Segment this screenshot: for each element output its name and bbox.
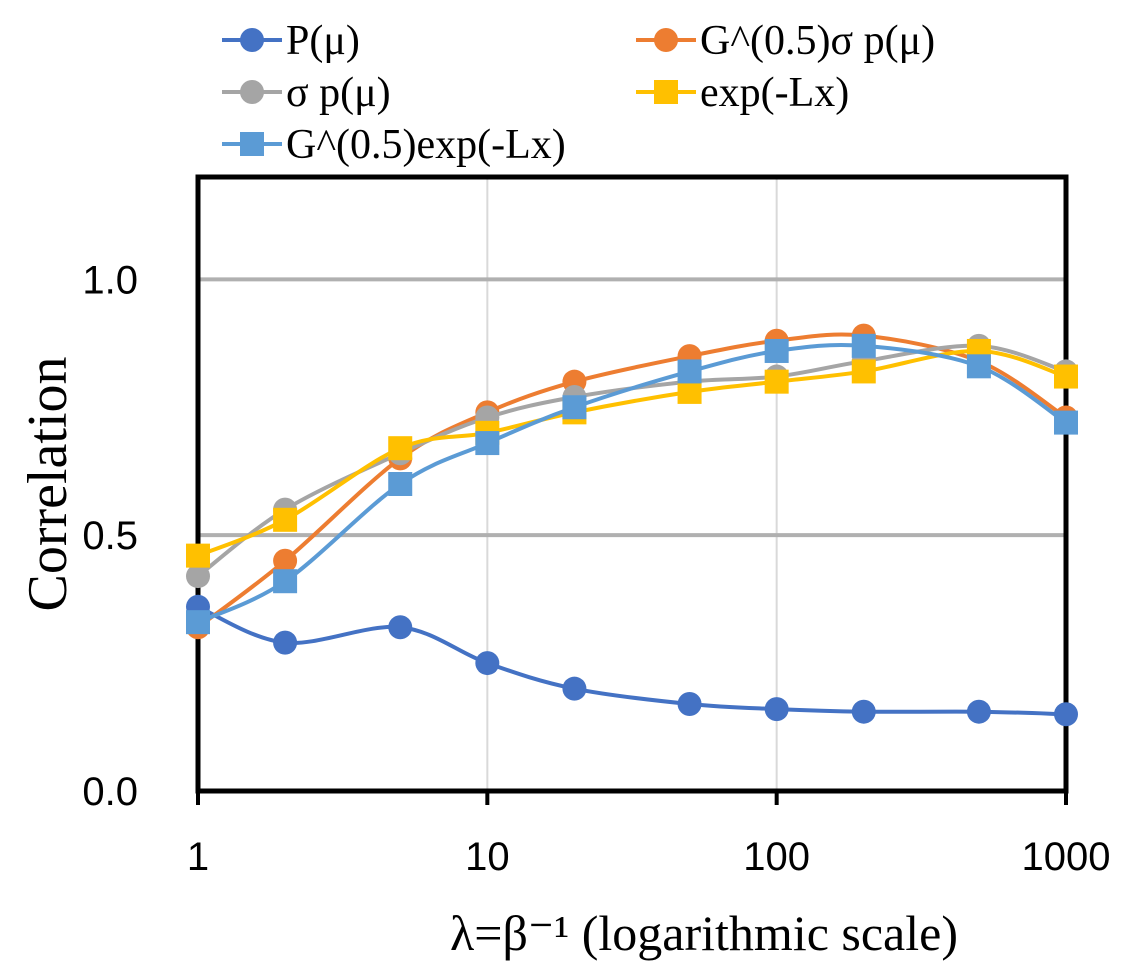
series bbox=[186, 333, 1078, 589]
legend-label: G^(0.5)σ p(μ) bbox=[700, 18, 935, 64]
series-layer bbox=[186, 323, 1078, 727]
series-line bbox=[197, 342, 1068, 624]
data-point bbox=[186, 610, 210, 635]
legend-label: exp(-Lx) bbox=[700, 70, 849, 116]
data-point bbox=[273, 569, 298, 594]
series bbox=[186, 338, 1078, 568]
x-tick-label: 100 bbox=[743, 835, 810, 879]
legend-marker bbox=[654, 28, 678, 52]
y-axis-ticks: 0.0 0.5 1.0 bbox=[82, 258, 138, 814]
data-point bbox=[273, 507, 298, 532]
series bbox=[186, 333, 1078, 635]
series bbox=[186, 323, 1078, 640]
x-axis-title: λ=β⁻¹ (logarithmic scale) bbox=[450, 905, 958, 961]
data-point bbox=[273, 630, 298, 655]
data-point bbox=[273, 548, 298, 573]
series bbox=[186, 594, 1078, 727]
data-point bbox=[562, 395, 587, 420]
legend-marker bbox=[240, 80, 264, 104]
data-point bbox=[764, 338, 789, 363]
data-point bbox=[677, 692, 702, 717]
legend-item: P(μ) bbox=[222, 18, 360, 64]
legend-item: σ p(μ) bbox=[222, 70, 391, 116]
legend-item: exp(-Lx) bbox=[636, 70, 849, 116]
data-point bbox=[1054, 702, 1078, 727]
legend-item: G^(0.5)σ p(μ) bbox=[636, 18, 935, 64]
x-axis-ticks: 1 10 100 1000 bbox=[187, 791, 1111, 879]
x-tick-label: 1000 bbox=[1022, 835, 1111, 879]
series-line bbox=[196, 343, 1067, 578]
y-tick-label: 1.0 bbox=[82, 258, 138, 302]
data-point bbox=[677, 379, 702, 404]
y-tick-label: 0.5 bbox=[82, 514, 138, 558]
data-point bbox=[764, 697, 789, 722]
x-tick-label: 1 bbox=[187, 835, 209, 879]
data-point bbox=[475, 431, 500, 456]
legend-marker bbox=[240, 28, 264, 52]
series-line bbox=[197, 348, 1067, 558]
data-point bbox=[677, 359, 702, 384]
legend: P(μ) G^(0.5)σ p(μ) σ p(μ) exp(-Lx) G^(0.5)ex… bbox=[222, 18, 935, 168]
data-point bbox=[851, 359, 876, 384]
data-point bbox=[851, 699, 876, 724]
legend-marker bbox=[654, 80, 678, 104]
legend-label: σ p(μ) bbox=[286, 70, 391, 116]
data-point bbox=[562, 676, 587, 701]
data-point bbox=[966, 354, 991, 379]
series-line bbox=[196, 332, 1068, 629]
data-point bbox=[764, 369, 789, 394]
legend-marker bbox=[240, 132, 264, 156]
legend-label: G^(0.5)exp(-Lx) bbox=[286, 122, 566, 168]
data-point bbox=[1054, 364, 1078, 389]
data-point bbox=[1054, 410, 1078, 435]
legend-item: G^(0.5)exp(-Lx) bbox=[222, 122, 566, 168]
data-point bbox=[851, 333, 876, 358]
data-point bbox=[186, 543, 210, 568]
y-axis-title: Correlation bbox=[17, 356, 79, 611]
data-point bbox=[186, 564, 210, 589]
data-point bbox=[388, 615, 413, 640]
legend-label: P(μ) bbox=[286, 18, 360, 64]
data-point bbox=[388, 436, 413, 461]
plot-area-frame bbox=[195, 174, 1069, 794]
data-point bbox=[966, 699, 991, 724]
x-tick-label: 10 bbox=[465, 835, 510, 879]
series-line bbox=[197, 604, 1067, 717]
y-tick-label: 0.0 bbox=[82, 770, 138, 814]
data-point bbox=[388, 472, 413, 496]
data-point bbox=[475, 651, 500, 676]
